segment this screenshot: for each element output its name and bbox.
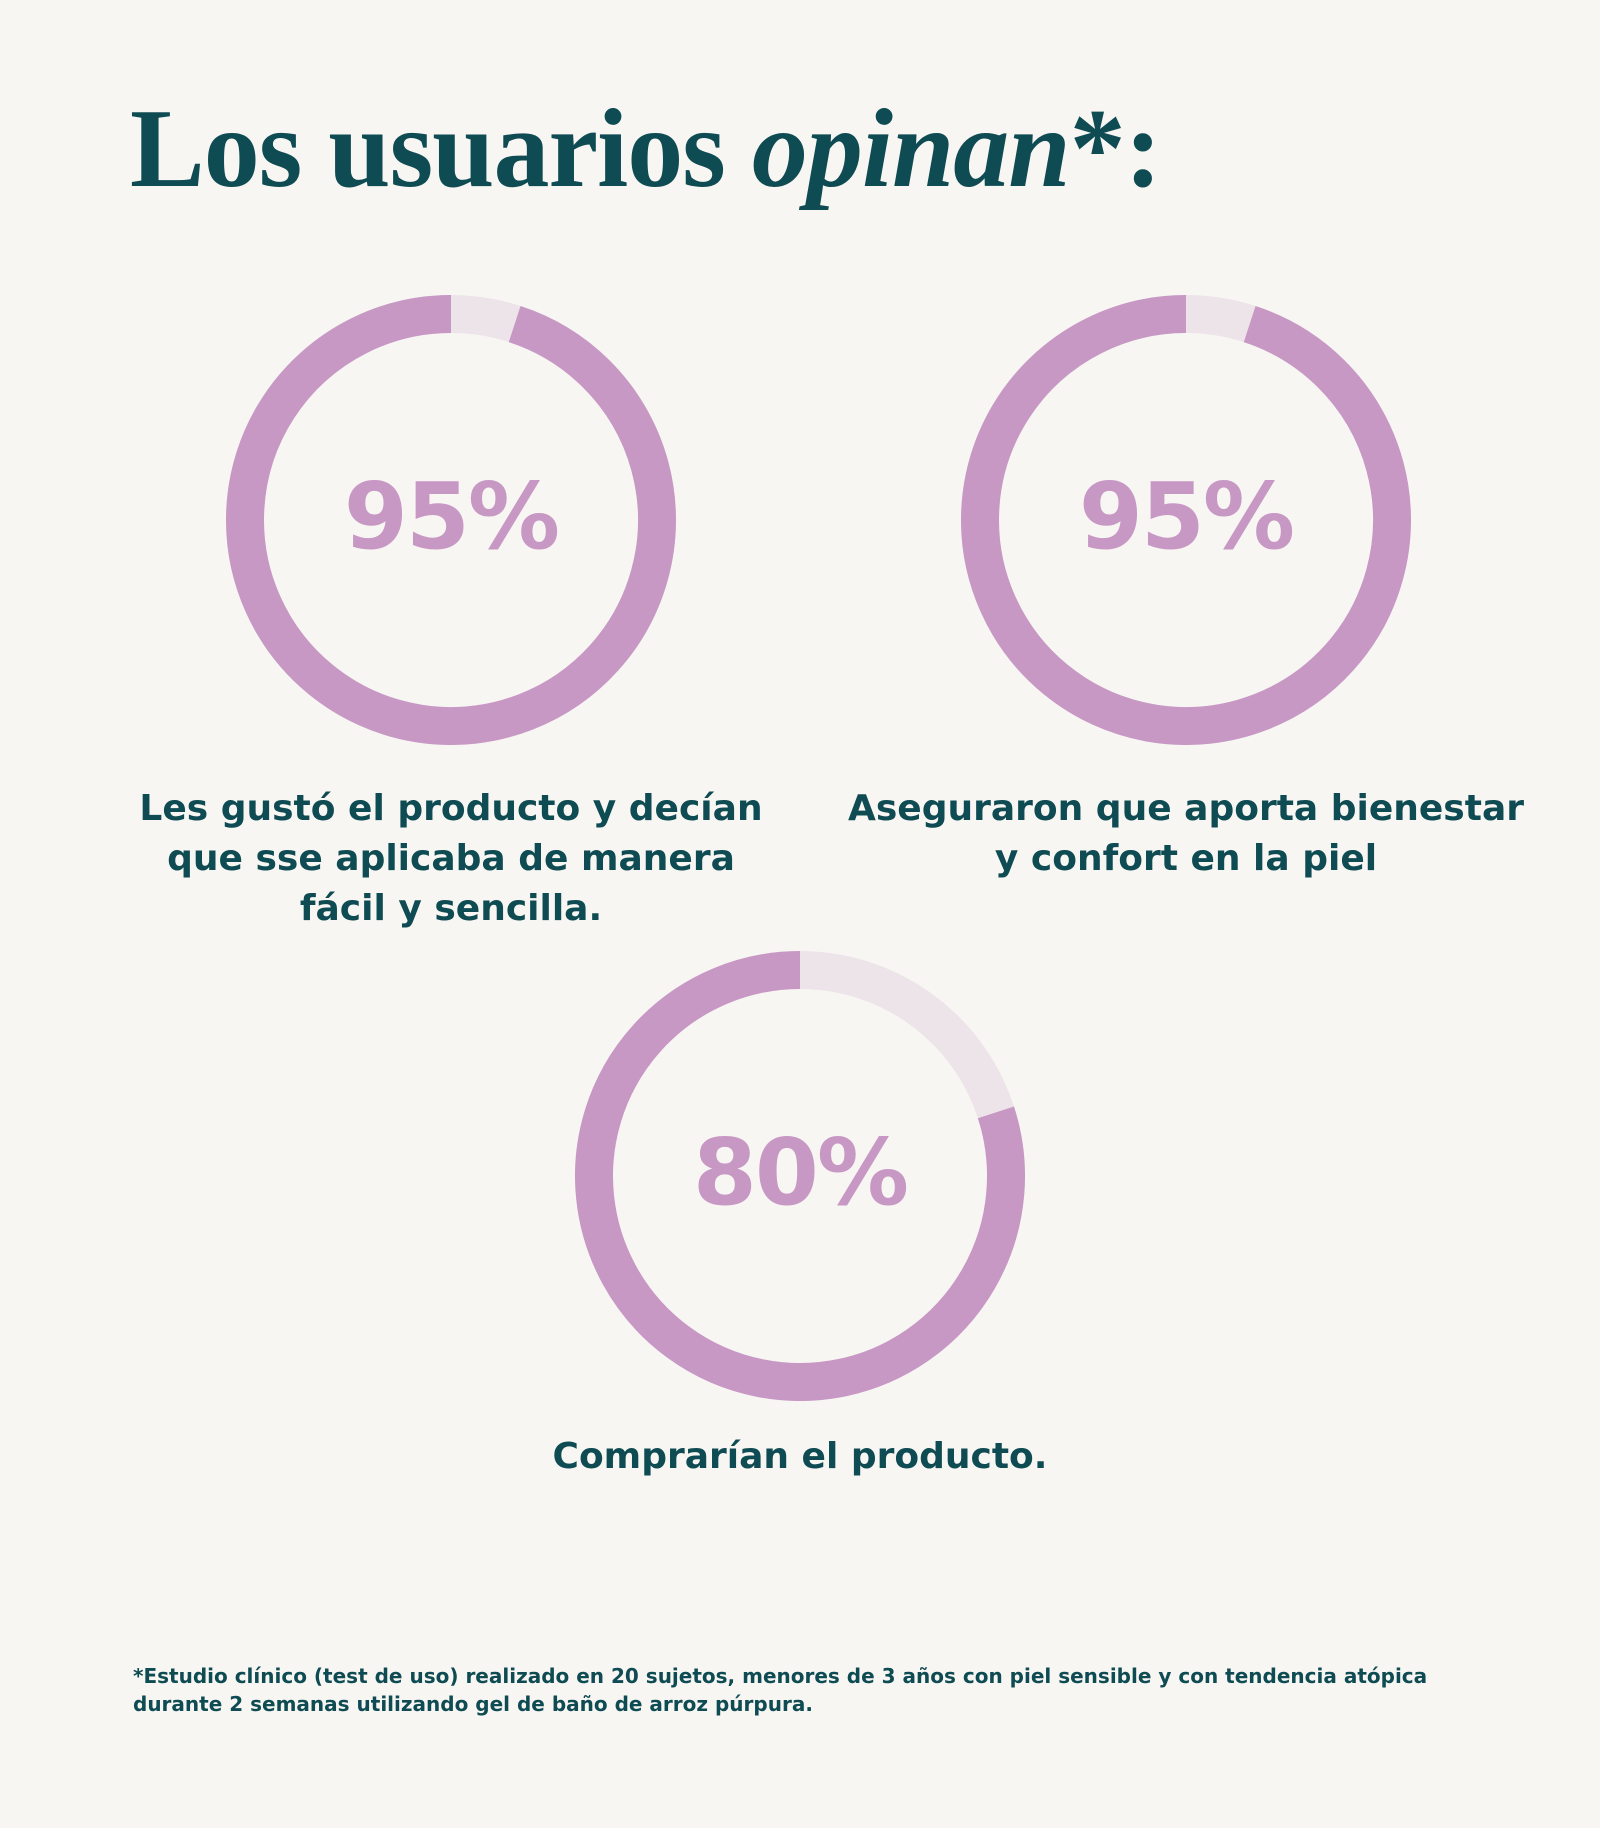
- title-main: Los usuarios: [130, 87, 752, 211]
- page-title: Los usuarios opinan*:: [130, 87, 1162, 211]
- donut-2-caption: Aseguraron que aporta bienestar y confor…: [848, 788, 1524, 879]
- donut-3-caption: Comprarían el producto.: [552, 1436, 1048, 1477]
- donut-3-arc: [575, 951, 1025, 1401]
- title-emphasis: opinan: [751, 87, 1071, 211]
- donut-2-value-label: 95%: [1078, 462, 1295, 570]
- donut-2-arc: [961, 295, 1411, 745]
- donut-1-value-label: 95%: [343, 462, 560, 570]
- donut-1-arc: [226, 295, 676, 745]
- donut-chart-2: 95%: [961, 295, 1411, 745]
- donut-1-svg: [226, 295, 676, 745]
- donut-2-svg: [961, 295, 1411, 745]
- donut-1-caption: Les gustó el producto y decían que sse a…: [139, 788, 763, 929]
- donut-chart-3: 80%: [575, 951, 1025, 1401]
- footnote: *Estudio clínico (test de uso) realizado…: [133, 1664, 1428, 1716]
- donut-3-svg: [575, 951, 1025, 1401]
- donut-3-value-label: 80%: [692, 1118, 909, 1226]
- title-suffix: *:: [1069, 87, 1162, 211]
- donut-chart-1: 95%: [226, 295, 676, 745]
